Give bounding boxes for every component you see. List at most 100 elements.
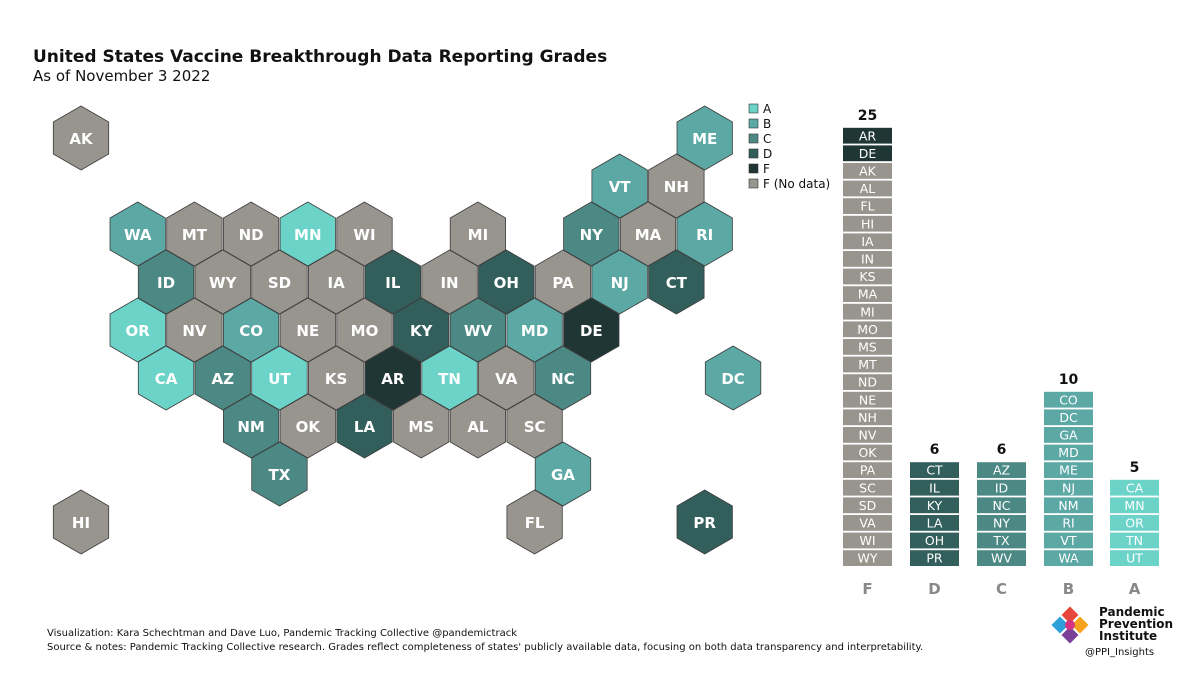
hex-tx <box>251 441 308 507</box>
stack-b-block-nm <box>1044 497 1093 514</box>
stack-c-label-id: ID <box>995 480 1008 495</box>
hex-label-id: ID <box>157 274 175 292</box>
logo-text: Pandemic Prevention Institute <box>1099 606 1173 642</box>
hex-label-ga: GA <box>551 466 575 484</box>
hex-or <box>109 297 166 363</box>
stack-b-block-vt <box>1044 532 1093 549</box>
stack-a-block-mn <box>1110 497 1159 514</box>
stack-c-block-tx <box>977 532 1026 549</box>
hex-label-ny: NY <box>580 226 605 244</box>
stack-f-label-hi: HI <box>861 216 874 231</box>
stack-f-block-wi <box>843 532 892 549</box>
hex-label-ca: CA <box>155 370 178 388</box>
hex-label-co: CO <box>239 322 263 340</box>
legend-swatch-c <box>748 133 759 144</box>
hex-ne <box>279 297 336 363</box>
stack-f-block-ne <box>843 391 892 408</box>
hex-label-vt: VT <box>609 178 632 196</box>
legend-label-fn: F (No data) <box>763 177 830 191</box>
hex-ar <box>364 345 422 411</box>
stack-f-label-fl: FL <box>860 199 874 214</box>
hex-sc <box>506 393 563 459</box>
hex-co <box>222 297 280 363</box>
stack-axis-label-a: A <box>1129 580 1141 598</box>
stack-c-label-wv: WV <box>991 551 1012 566</box>
hex-az <box>194 345 251 411</box>
stack-b-block-ri <box>1044 515 1093 531</box>
stack-d-label-pr: PR <box>926 551 943 566</box>
hex-label-tx: TX <box>269 466 291 484</box>
hex-label-ks: KS <box>325 370 347 388</box>
hex-label-ak: AK <box>69 130 94 148</box>
hex-label-al: AL <box>467 418 489 436</box>
hex-label-fl: FL <box>525 514 545 532</box>
stack-axis-label-d: D <box>928 580 940 598</box>
hex-label-or: OR <box>126 322 151 340</box>
stack-d-label-oh: OH <box>925 533 944 548</box>
stack-b-block-co <box>1044 391 1093 408</box>
stack-b-block-ga <box>1044 427 1093 443</box>
stack-d-block-ct <box>910 462 959 478</box>
hex-pr <box>676 489 733 555</box>
hex-ks <box>307 345 365 411</box>
stack-f-label-sd: SD <box>859 498 877 513</box>
stack-c-label-ny: NY <box>993 516 1010 531</box>
hex-label-nc: NC <box>551 370 575 388</box>
stack-f-label-in: IN <box>861 252 874 267</box>
hex-label-az: AZ <box>212 370 235 388</box>
stack-f-label-ma: MA <box>858 287 878 302</box>
stack-f-label-nv: NV <box>859 428 877 443</box>
logo-line1: Pandemic <box>1099 605 1165 619</box>
hex-label-ct: CT <box>666 274 688 292</box>
stack-d-label-il: IL <box>929 480 940 495</box>
hex-label-wi: WI <box>353 226 375 244</box>
hex-wi <box>336 201 393 267</box>
hex-vt <box>591 153 648 219</box>
stack-d-block-pr <box>910 550 959 566</box>
stack-b-label-nm: NM <box>1058 498 1078 513</box>
hex-label-ar: AR <box>381 370 405 388</box>
legend-swatch-fn <box>748 178 759 189</box>
stack-f-label-sc: SC <box>859 480 876 495</box>
stack-d-block-la <box>910 515 959 531</box>
hex-wa <box>109 201 166 267</box>
hex-label-ri: RI <box>696 226 713 244</box>
stack-f-block-hi <box>843 215 892 232</box>
stack-b-label-vt: VT <box>1060 533 1077 548</box>
hex-ia <box>307 249 365 315</box>
stack-f-block-nd <box>843 374 892 390</box>
stack-c-block-ny <box>977 515 1026 531</box>
hex-la <box>336 393 393 459</box>
hex-label-nv: NV <box>182 322 207 340</box>
stack-count-b: 10 <box>1059 372 1079 388</box>
hex-label-hi: HI <box>72 514 90 532</box>
stack-b-block-md <box>1044 444 1093 461</box>
hex-oh <box>478 249 535 315</box>
stack-d-label-ct: CT <box>926 463 943 478</box>
hex-label-mn: MN <box>294 226 321 244</box>
stack-a-label-ut: UT <box>1126 551 1143 566</box>
hex-ga <box>534 441 592 507</box>
hex-label-de: DE <box>580 322 603 340</box>
hex-de <box>563 297 620 363</box>
hex-ak <box>52 105 110 171</box>
stack-c-label-az: AZ <box>993 463 1010 478</box>
hex-mn <box>279 201 336 267</box>
stack-b-label-ga: GA <box>1059 428 1078 443</box>
stack-count-c: 6 <box>997 442 1007 458</box>
hex-tn <box>421 345 478 411</box>
stack-f-block-ma <box>843 286 892 302</box>
stack-f-block-nv <box>843 427 892 443</box>
hex-label-pr: PR <box>693 514 716 532</box>
stack-c-label-nc: NC <box>992 498 1010 513</box>
stack-b-label-wa: WA <box>1058 551 1079 566</box>
hex-label-mt: MT <box>182 226 208 244</box>
stack-a-label-mn: MN <box>1124 498 1144 513</box>
hex-label-tn: TN <box>438 370 461 388</box>
stack-b-label-me: ME <box>1059 463 1078 478</box>
hex-hi <box>52 489 110 555</box>
stack-f-block-sc <box>843 479 892 496</box>
hex-label-md: MD <box>521 322 548 340</box>
hex-label-sc: SC <box>524 418 546 436</box>
hex-label-ne: NE <box>296 322 319 340</box>
